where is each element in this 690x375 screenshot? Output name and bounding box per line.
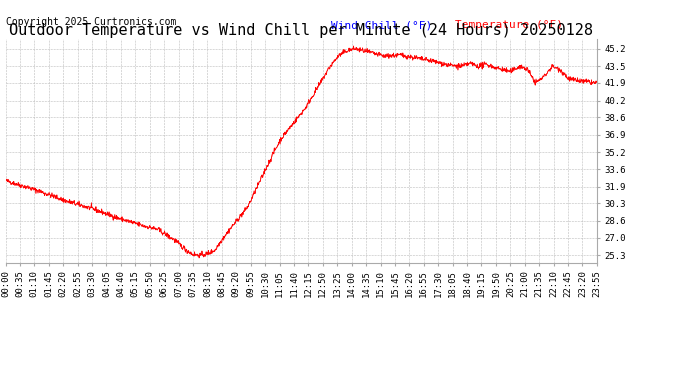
Text: Wind Chill (°F): Wind Chill (°F) <box>331 21 432 30</box>
Text: Temperature (°F): Temperature (°F) <box>455 21 563 30</box>
Text: Copyright 2025 Curtronics.com: Copyright 2025 Curtronics.com <box>6 17 176 27</box>
Title: Outdoor Temperature vs Wind Chill per Minute (24 Hours) 20250128: Outdoor Temperature vs Wind Chill per Mi… <box>9 23 593 38</box>
